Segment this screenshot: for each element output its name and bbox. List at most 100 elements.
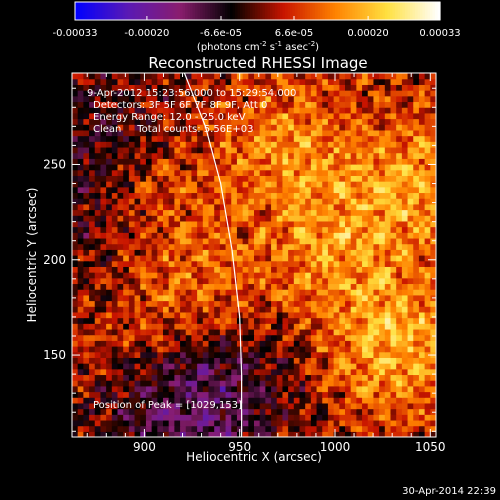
- heatmap-cell: [418, 232, 426, 239]
- heatmap-cell: [367, 283, 375, 290]
- heatmap-cell: [94, 232, 102, 239]
- heatmap-cell: [282, 249, 289, 256]
- heatmap-cell: [333, 328, 340, 336]
- heatmap-cell: [128, 402, 136, 410]
- heatmap-cell: [276, 146, 284, 154]
- heatmap-cell: [185, 311, 193, 319]
- heatmap-cell: [299, 311, 306, 319]
- heatmap-cell: [163, 73, 170, 80]
- heatmap-cell: [157, 385, 164, 393]
- heatmap-cell: [350, 266, 357, 273]
- heatmap-cell: [145, 431, 153, 437]
- heatmap-cell: [356, 158, 363, 165]
- heatmap-cell: [401, 260, 409, 267]
- heatmap-cell: [384, 277, 392, 285]
- heatmap-cell: [77, 374, 84, 381]
- colorbar-swatch: [412, 2, 416, 20]
- heatmap-cell: [345, 73, 352, 80]
- heatmap-cell: [94, 107, 102, 114]
- heatmap-cell: [350, 294, 357, 302]
- heatmap-cell: [214, 220, 221, 228]
- colorbar-swatch: [295, 2, 299, 20]
- heatmap-cell: [202, 220, 210, 228]
- heatmap-cell: [418, 152, 426, 159]
- heatmap-cell: [128, 175, 136, 182]
- heatmap-cell: [111, 357, 119, 364]
- heatmap-cell: [401, 95, 409, 103]
- heatmap-cell: [276, 73, 284, 80]
- heatmap-cell: [151, 311, 158, 319]
- heatmap-cell: [401, 220, 409, 228]
- heatmap-cell: [219, 118, 227, 125]
- heatmap-cell: [248, 328, 255, 336]
- heatmap-cell: [202, 232, 210, 239]
- heatmap-cell: [236, 198, 244, 205]
- heatmap-cell: [111, 266, 119, 273]
- heatmap-cell: [242, 198, 249, 205]
- heatmap-cell: [163, 249, 170, 256]
- heatmap-cell: [333, 340, 340, 347]
- heatmap-cell: [350, 90, 357, 97]
- heatmap-cell: [390, 232, 397, 239]
- heatmap-cell: [83, 220, 90, 228]
- heatmap-cell: [197, 209, 204, 216]
- heatmap-cell: [100, 90, 107, 97]
- colorbar-swatch: [215, 2, 219, 20]
- heatmap-cell: [367, 249, 375, 256]
- heatmap-cell: [265, 198, 272, 205]
- heatmap-cell: [123, 351, 130, 358]
- heatmap-cell: [236, 192, 244, 199]
- heatmap-cell: [276, 226, 284, 233]
- heatmap-cell: [231, 346, 238, 353]
- heatmap-cell: [401, 164, 409, 171]
- heatmap-cell: [180, 169, 187, 176]
- heatmap-cell: [140, 374, 147, 381]
- heatmap-cell: [202, 135, 210, 142]
- heatmap-cell: [77, 124, 84, 131]
- heatmap-cell: [191, 215, 198, 222]
- heatmap-cell: [236, 374, 244, 381]
- heatmap-cell: [214, 243, 221, 250]
- heatmap-cell: [236, 351, 244, 358]
- heatmap-cell: [236, 107, 244, 114]
- heatmap-cell: [265, 323, 272, 330]
- heatmap-cell: [140, 84, 147, 91]
- heatmap-cell: [401, 186, 409, 194]
- heatmap-cell: [401, 397, 409, 404]
- heatmap-cell: [333, 300, 340, 307]
- heatmap-cell: [157, 169, 164, 176]
- heatmap-cell: [219, 112, 227, 120]
- heatmap-cell: [214, 334, 221, 341]
- heatmap-cell: [123, 175, 130, 182]
- colorbar-swatch: [340, 2, 344, 20]
- heatmap-cell: [424, 118, 431, 125]
- heatmap-cell: [327, 272, 335, 279]
- heatmap-cell: [271, 124, 278, 131]
- heatmap-cell: [89, 232, 96, 239]
- heatmap-cell: [157, 198, 164, 205]
- heatmap-cell: [174, 112, 181, 120]
- heatmap-cell: [379, 311, 386, 319]
- heatmap-cell: [140, 124, 147, 131]
- heatmap-cell: [276, 357, 284, 364]
- heatmap-cell: [316, 181, 323, 188]
- heatmap-cell: [271, 135, 278, 142]
- heatmap-cell: [418, 300, 426, 307]
- heatmap-cell: [424, 351, 431, 358]
- colorbar-swatch: [280, 2, 284, 20]
- heatmap-cell: [282, 283, 289, 290]
- heatmap-cell: [168, 408, 175, 415]
- heatmap-cell: [407, 249, 414, 256]
- heatmap-cell: [424, 385, 431, 393]
- heatmap-cell: [219, 272, 227, 279]
- heatmap-cell: [322, 277, 329, 285]
- heatmap-cell: [191, 146, 198, 154]
- heatmap-cell: [424, 90, 431, 97]
- heatmap-cell: [367, 118, 375, 125]
- heatmap-cell: [339, 73, 346, 80]
- heatmap-cell: [390, 363, 397, 370]
- heatmap-cell: [89, 289, 96, 296]
- heatmap-cell: [214, 90, 221, 97]
- heatmap-cell: [339, 380, 346, 387]
- heatmap-cell: [418, 112, 426, 120]
